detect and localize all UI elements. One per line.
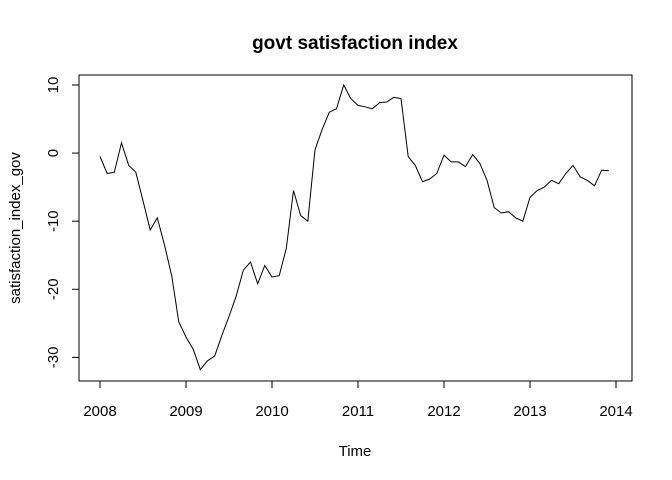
y-tick-label: -10	[45, 210, 62, 232]
y-tick-label: 0	[45, 149, 62, 157]
x-tick-label: 2008	[83, 403, 116, 420]
x-tick-label: 2009	[169, 403, 202, 420]
x-axis: 2008 2009 2010 2011 2012 2013 2014	[83, 380, 633, 420]
y-axis: -30 -20 -10 0 10	[45, 77, 80, 369]
series-line	[99, 83, 609, 371]
plot-frame	[78, 74, 633, 382]
y-tick-label: -30	[45, 347, 62, 369]
chart-title: govt satisfaction index	[252, 33, 458, 54]
x-tick-label: 2010	[255, 403, 288, 420]
x-axis-label: Time	[339, 443, 372, 460]
series-group	[99, 83, 609, 371]
x-tick-label: 2011	[342, 403, 374, 420]
x-tick-label: 2013	[513, 403, 546, 420]
y-tick-label: -20	[45, 278, 62, 300]
y-axis-label: satisfaction_index_gov	[7, 152, 24, 304]
x-tick-label: 2014	[599, 403, 632, 420]
y-tick-label: 10	[45, 77, 62, 94]
x-tick-label: 2012	[427, 403, 460, 420]
